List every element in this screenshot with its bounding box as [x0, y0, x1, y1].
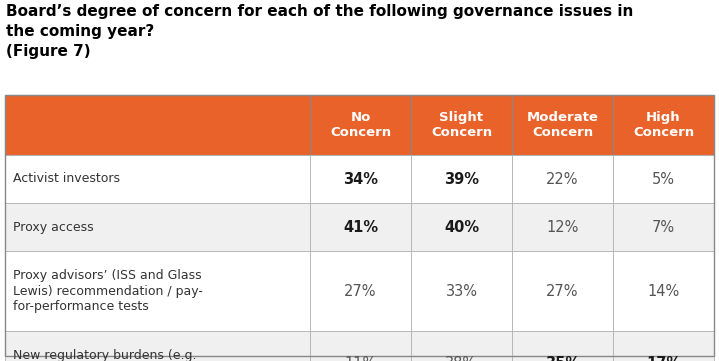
Text: 41%: 41% [343, 219, 378, 235]
Text: Activist investors: Activist investors [13, 173, 120, 186]
Text: Board’s degree of concern for each of the following governance issues in: Board’s degree of concern for each of th… [6, 4, 633, 19]
Text: 27%: 27% [344, 283, 377, 299]
Text: 11%: 11% [344, 356, 377, 361]
Bar [5, 331, 310, 361]
Bar [512, 155, 613, 203]
Text: Moderate
Concern: Moderate Concern [526, 111, 598, 139]
Text: 27%: 27% [546, 283, 579, 299]
Bar [512, 203, 613, 251]
Text: High
Concern: High Concern [633, 111, 694, 139]
Bar [613, 331, 714, 361]
Text: (Figure 7): (Figure 7) [6, 44, 91, 59]
Text: the coming year?: the coming year? [6, 24, 155, 39]
Bar [411, 203, 512, 251]
Text: 39%: 39% [444, 171, 479, 187]
Text: 5%: 5% [652, 171, 675, 187]
Text: 38%: 38% [446, 356, 477, 361]
Bar [512, 95, 613, 155]
Text: Proxy advisors’ (ISS and Glass
Lewis) recommendation / pay-
for-performance test: Proxy advisors’ (ISS and Glass Lewis) re… [13, 269, 203, 313]
Bar [310, 331, 411, 361]
Bar [310, 95, 411, 155]
Bar [411, 95, 512, 155]
Bar [613, 155, 714, 203]
Bar [613, 95, 714, 155]
Bar [411, 251, 512, 331]
Text: 17%: 17% [646, 356, 681, 361]
Bar [512, 251, 613, 331]
Text: 33%: 33% [446, 283, 477, 299]
Text: No
Concern: No Concern [330, 111, 391, 139]
Bar [310, 155, 411, 203]
Bar [5, 251, 310, 331]
Bar [310, 251, 411, 331]
Bar [613, 251, 714, 331]
Text: 40%: 40% [444, 219, 479, 235]
Bar [5, 203, 310, 251]
Text: 14%: 14% [647, 283, 679, 299]
Bar [5, 155, 310, 203]
Text: 7%: 7% [652, 219, 675, 235]
Bar [310, 203, 411, 251]
Bar [512, 331, 613, 361]
Text: New regulatory burdens (e.g.
disclosure): New regulatory burdens (e.g. disclosure) [13, 349, 196, 361]
Text: 35%: 35% [545, 356, 580, 361]
Text: 34%: 34% [343, 171, 378, 187]
Text: 12%: 12% [546, 219, 579, 235]
Bar [411, 331, 512, 361]
Text: Proxy access: Proxy access [13, 221, 93, 234]
Text: Slight
Concern: Slight Concern [431, 111, 492, 139]
Bar [411, 155, 512, 203]
Text: 22%: 22% [546, 171, 579, 187]
Bar [5, 95, 310, 155]
Bar [613, 203, 714, 251]
